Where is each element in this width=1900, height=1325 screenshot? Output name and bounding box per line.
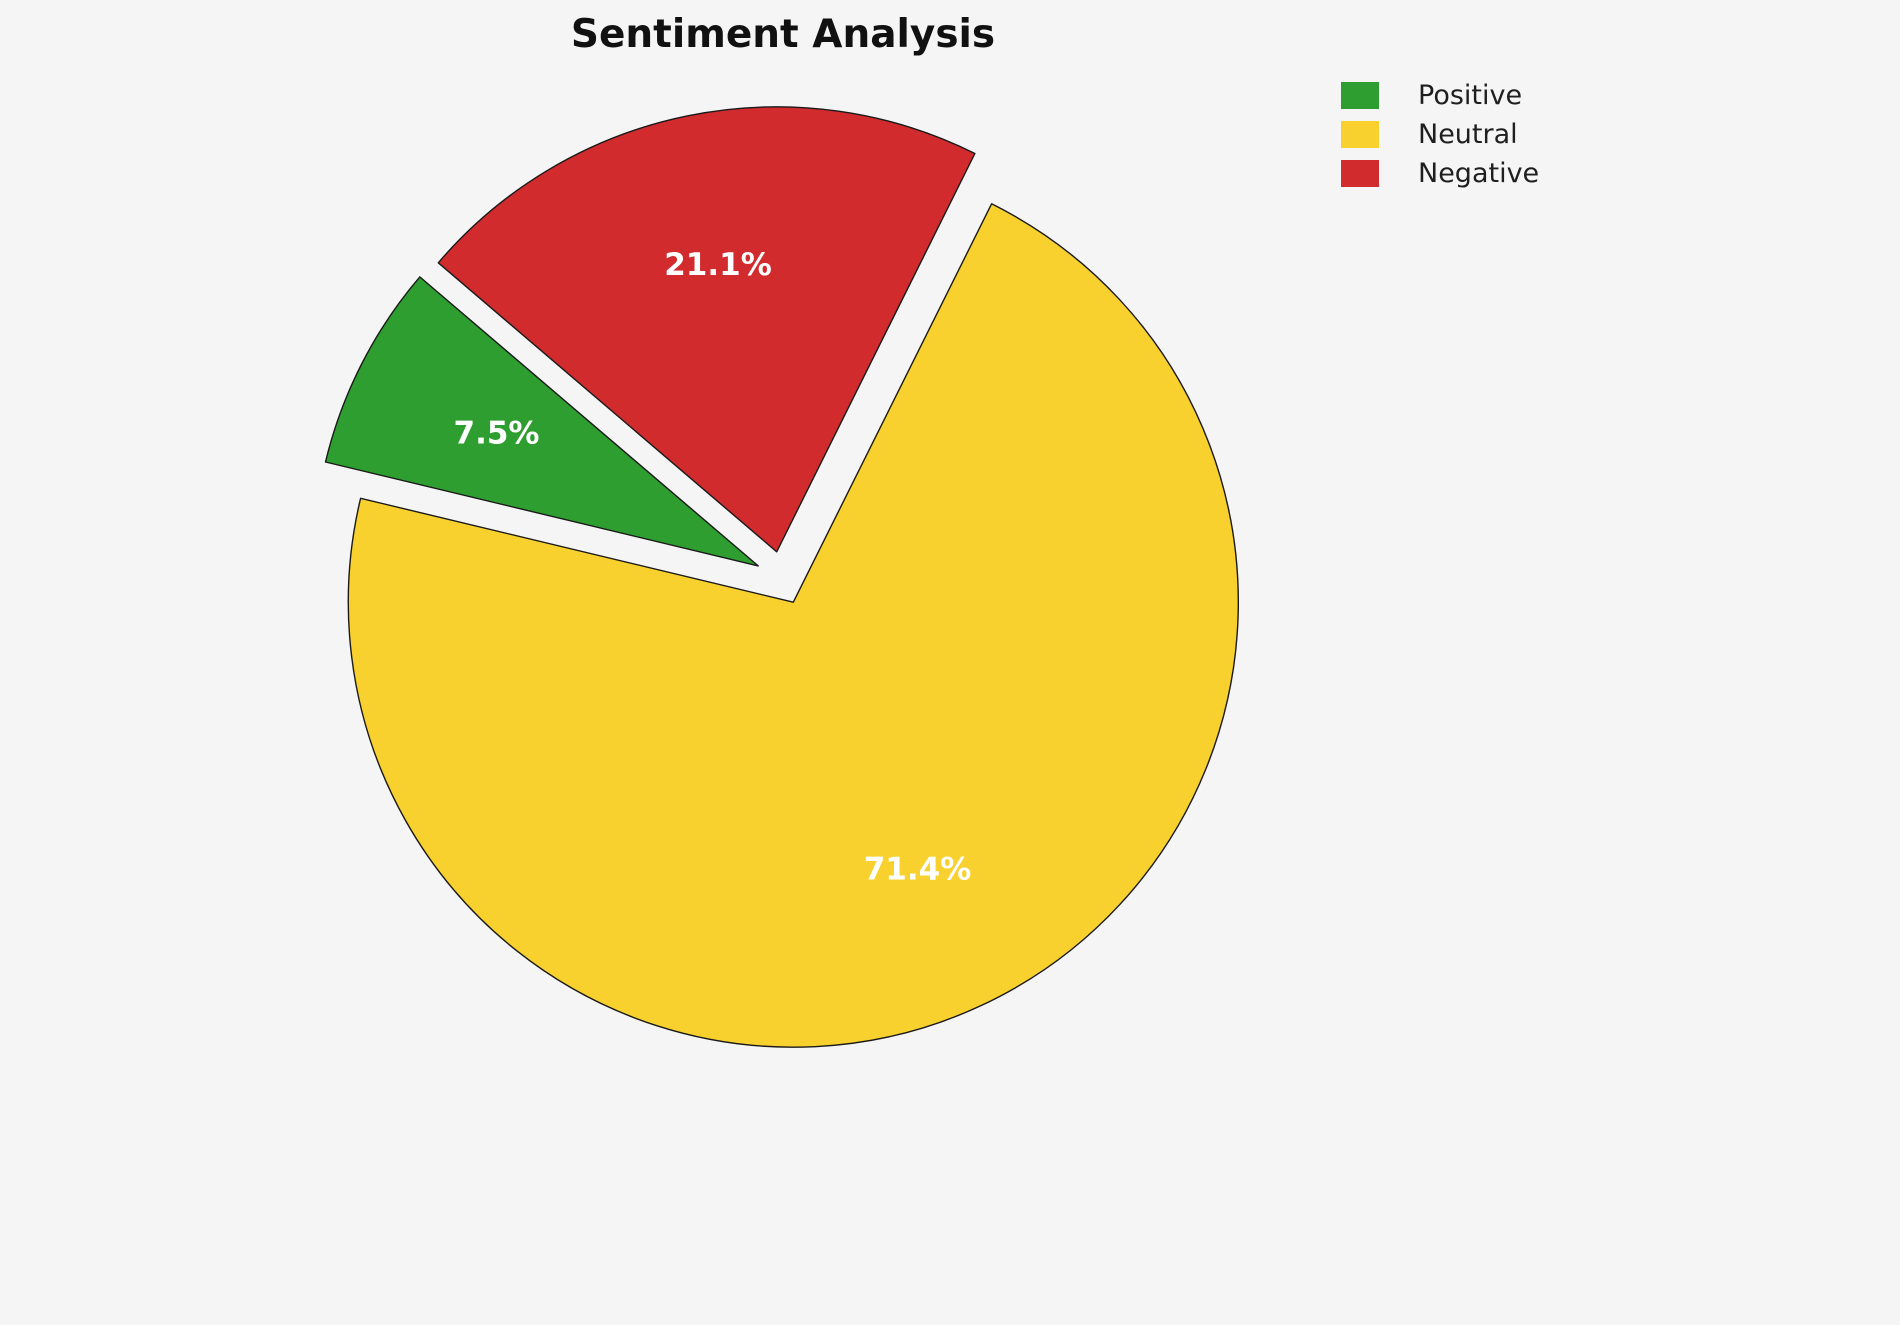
legend: Positive Neutral Negative (1341, 80, 1539, 189)
legend-label-negative: Negative (1418, 158, 1539, 189)
pct-label-neutral: 71.4% (864, 851, 972, 887)
chart-title: Sentiment Analysis (571, 12, 995, 57)
pie-slice-negative (437, 106, 976, 553)
legend-label-positive: Positive (1418, 80, 1522, 111)
pct-label-negative: 21.1% (664, 247, 772, 283)
pie-slice-positive (324, 276, 759, 567)
pct-label-positive: 7.5% (454, 416, 540, 452)
legend-swatch-positive (1341, 82, 1379, 109)
legend-swatch-neutral (1341, 121, 1379, 148)
pie-slices (324, 106, 1239, 1048)
pie-percent-labels: 7.5% 71.4% 21.1% (454, 247, 972, 887)
legend-label-neutral: Neutral (1418, 119, 1518, 150)
pie-slice-neutral (347, 203, 1239, 1048)
legend-swatch-negative (1341, 160, 1379, 187)
